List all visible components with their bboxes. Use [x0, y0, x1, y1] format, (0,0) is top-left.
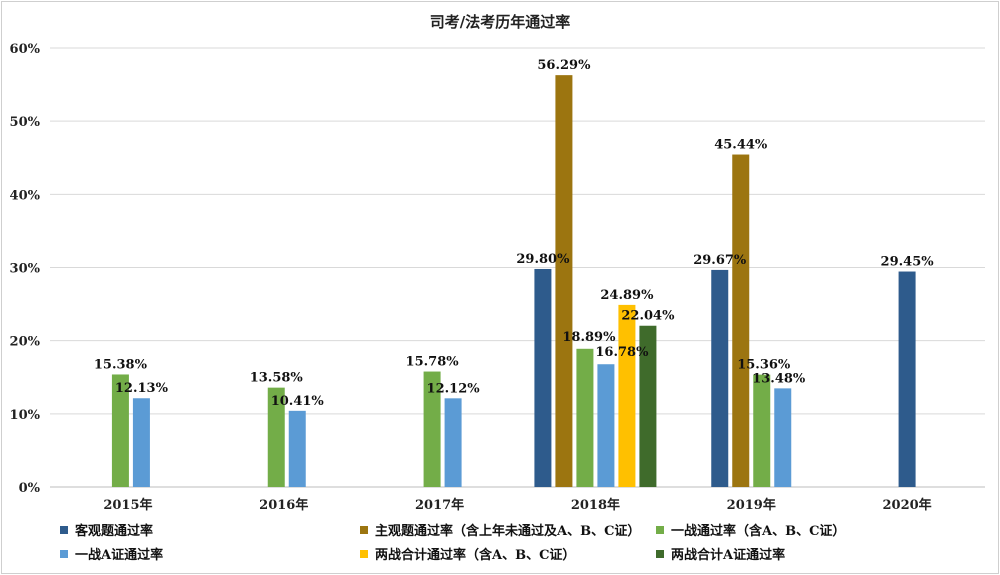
data-label: 13.48% — [752, 371, 806, 386]
bar — [534, 269, 551, 487]
y-tick-label: 40% — [10, 188, 41, 203]
data-label: 15.38% — [94, 357, 148, 372]
legend-label: 两战合计A证通过率 — [671, 544, 785, 563]
legend-swatch — [60, 526, 68, 534]
bar — [597, 364, 614, 487]
legend-swatch — [360, 526, 368, 534]
bar — [711, 270, 728, 487]
data-label: 18.89% — [562, 330, 616, 345]
bar — [133, 398, 150, 487]
y-tick-label: 10% — [10, 408, 41, 423]
x-tick-label: 2019年 — [727, 497, 776, 513]
legend-item-objective-pass-rate: 客观题通过率 — [60, 520, 153, 539]
bar — [774, 388, 791, 487]
data-label: 29.80% — [516, 252, 570, 267]
data-label: 24.89% — [600, 288, 654, 303]
legend-swatch — [60, 550, 68, 558]
data-label: 22.04% — [621, 309, 675, 324]
y-axis: 0% 10% 20% 30% 40% 50% 60% — [10, 42, 41, 496]
legend-swatch — [656, 526, 664, 534]
x-tick-label: 2020年 — [882, 497, 931, 513]
bar — [899, 272, 916, 487]
chart-title: 司考/法考历年通过率 — [430, 13, 570, 31]
bars — [112, 75, 916, 487]
legend-item-two-attempts-pass-rate: 两战合计通过率（含A、B、C证） — [360, 544, 575, 563]
bar — [576, 349, 593, 487]
data-label: 16.78% — [595, 345, 649, 360]
x-tick-label: 2018年 — [571, 497, 620, 513]
x-tick-label: 2015年 — [103, 497, 152, 513]
x-tick-label: 2016年 — [259, 497, 308, 513]
data-label: 29.45% — [881, 255, 935, 270]
data-label: 15.36% — [737, 358, 791, 373]
legend-item-first-attempt-a-cert-rate: 一战A证通过率 — [60, 544, 163, 563]
legend-label: 两战合计通过率（含A、B、C证） — [375, 544, 575, 563]
y-tick-label: 60% — [10, 42, 41, 57]
data-label: 13.58% — [250, 371, 304, 386]
legend-item-first-attempt-pass-rate: 一战通过率（含A、B、C证） — [656, 520, 845, 539]
y-tick-label: 20% — [10, 335, 41, 350]
bar — [445, 398, 462, 487]
legend-label: 一战A证通过率 — [75, 544, 163, 563]
bar — [289, 411, 306, 487]
x-axis: 2015年 2016年 2017年 2018年 2019年 2020年 — [103, 497, 931, 513]
x-tick-label: 2017年 — [415, 497, 464, 513]
bar — [732, 155, 749, 487]
legend-swatch — [656, 550, 664, 558]
y-tick-label: 30% — [10, 262, 41, 277]
bar — [753, 375, 770, 487]
data-label: 12.12% — [427, 381, 481, 396]
legend-swatch — [360, 550, 368, 558]
y-tick-label: 50% — [10, 115, 41, 130]
data-label: 15.78% — [406, 355, 460, 370]
legend-label: 客观题通过率 — [75, 520, 153, 539]
legend-label: 主观题通过率（含上年未通过及A、B、C证） — [375, 520, 640, 539]
data-label: 56.29% — [537, 58, 591, 73]
y-tick-label: 0% — [19, 481, 41, 496]
data-labels: 15.38% 12.13% 13.58% 10.41% 15.78% 12.12% 29.8… — [94, 58, 934, 409]
data-label: 29.67% — [693, 253, 747, 268]
grid-lines — [50, 48, 985, 487]
bar — [618, 305, 635, 487]
legend-item-subjective-pass-rate: 主观题通过率（含上年未通过及A、B、C证） — [360, 520, 640, 539]
data-label: 45.44% — [714, 138, 768, 153]
bar — [555, 75, 572, 487]
data-label: 10.41% — [271, 394, 325, 409]
data-label: 12.13% — [115, 381, 169, 396]
legend-label: 一战通过率（含A、B、C证） — [671, 520, 845, 539]
legend-item-two-attempts-a-cert-rate: 两战合计A证通过率 — [656, 544, 785, 563]
